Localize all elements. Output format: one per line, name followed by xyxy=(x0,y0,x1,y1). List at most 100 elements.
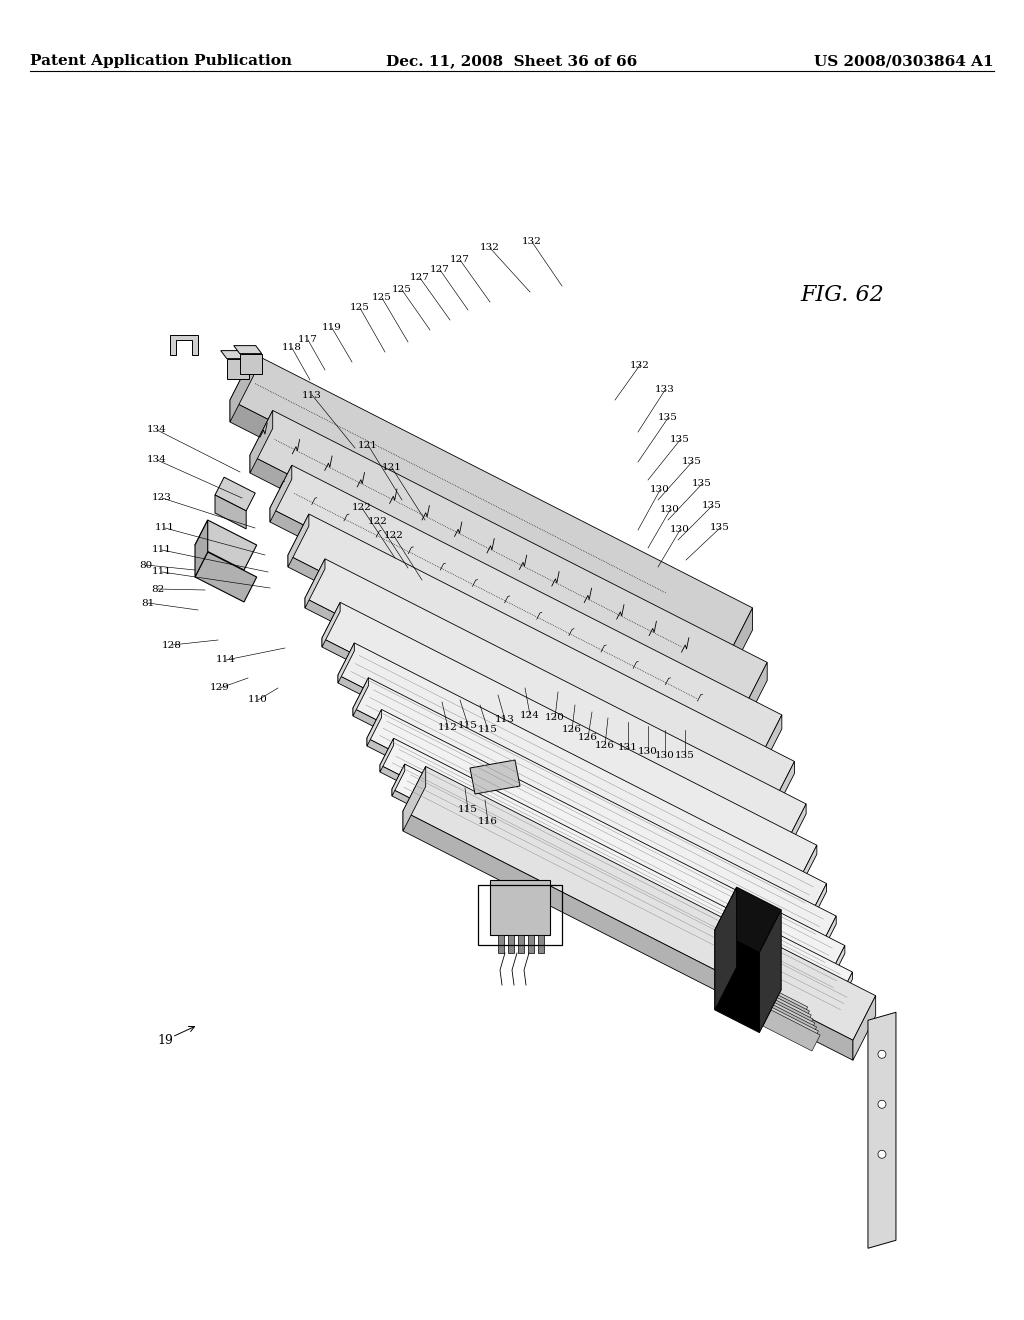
Text: 119: 119 xyxy=(323,323,342,333)
Circle shape xyxy=(878,1051,886,1059)
Text: 131: 131 xyxy=(618,743,638,752)
Polygon shape xyxy=(392,764,404,796)
Polygon shape xyxy=(760,715,782,772)
Polygon shape xyxy=(226,359,249,379)
Polygon shape xyxy=(322,602,817,880)
Polygon shape xyxy=(270,465,292,521)
Text: 130: 130 xyxy=(650,486,670,495)
Text: 125: 125 xyxy=(392,285,412,294)
Polygon shape xyxy=(773,762,795,814)
Text: 130: 130 xyxy=(638,747,658,756)
Text: 130: 130 xyxy=(655,751,675,760)
Polygon shape xyxy=(338,643,354,682)
Polygon shape xyxy=(528,935,534,953)
Text: 122: 122 xyxy=(384,532,403,540)
Polygon shape xyxy=(518,935,524,953)
Text: 114: 114 xyxy=(216,656,236,664)
Polygon shape xyxy=(230,354,254,422)
Text: 132: 132 xyxy=(480,243,500,252)
Polygon shape xyxy=(215,495,246,529)
Text: 19: 19 xyxy=(157,1034,173,1047)
Text: 111: 111 xyxy=(152,545,172,554)
Polygon shape xyxy=(230,354,753,655)
Polygon shape xyxy=(250,411,767,708)
Text: 113: 113 xyxy=(302,391,322,400)
Text: 115: 115 xyxy=(458,805,478,814)
Text: 112: 112 xyxy=(438,723,458,733)
Polygon shape xyxy=(760,1002,816,1043)
Polygon shape xyxy=(195,520,208,577)
Text: 122: 122 xyxy=(368,517,388,527)
Polygon shape xyxy=(729,609,753,676)
Text: 82: 82 xyxy=(152,585,165,594)
Polygon shape xyxy=(498,935,504,953)
Circle shape xyxy=(878,1101,886,1109)
Text: 113: 113 xyxy=(495,715,515,725)
Text: 130: 130 xyxy=(670,525,690,535)
Text: 115: 115 xyxy=(478,726,498,734)
Polygon shape xyxy=(403,810,853,1060)
Polygon shape xyxy=(403,767,876,1040)
Text: 135: 135 xyxy=(692,479,712,488)
Text: 111: 111 xyxy=(152,568,172,577)
Text: 127: 127 xyxy=(410,273,430,282)
Text: 135: 135 xyxy=(670,436,690,445)
Polygon shape xyxy=(322,602,340,647)
Polygon shape xyxy=(392,764,859,1020)
Polygon shape xyxy=(786,804,806,853)
Polygon shape xyxy=(305,558,325,609)
Polygon shape xyxy=(288,513,309,568)
Text: 126: 126 xyxy=(579,734,598,742)
Polygon shape xyxy=(353,708,821,954)
Polygon shape xyxy=(380,738,393,772)
Polygon shape xyxy=(270,508,760,772)
Polygon shape xyxy=(322,638,799,890)
Text: 133: 133 xyxy=(655,385,675,395)
Text: 135: 135 xyxy=(682,458,701,466)
Polygon shape xyxy=(367,709,382,746)
Text: 127: 127 xyxy=(430,265,450,275)
Text: 135: 135 xyxy=(675,751,695,759)
Text: Patent Application Publication: Patent Application Publication xyxy=(30,54,292,69)
Polygon shape xyxy=(868,1012,896,1249)
Polygon shape xyxy=(240,354,262,374)
Text: 128: 128 xyxy=(162,640,182,649)
Text: 110: 110 xyxy=(248,696,268,705)
Polygon shape xyxy=(508,935,514,953)
Polygon shape xyxy=(810,883,826,924)
Text: 80: 80 xyxy=(139,561,153,569)
Polygon shape xyxy=(233,346,262,354)
Text: 127: 127 xyxy=(451,256,470,264)
Polygon shape xyxy=(799,845,817,890)
Text: 134: 134 xyxy=(147,425,167,434)
Polygon shape xyxy=(760,909,781,1032)
Polygon shape xyxy=(270,465,782,758)
Polygon shape xyxy=(353,677,837,946)
Polygon shape xyxy=(751,982,808,1023)
Polygon shape xyxy=(338,675,810,924)
Polygon shape xyxy=(403,767,426,832)
Text: FIG. 62: FIG. 62 xyxy=(800,284,884,306)
Text: 135: 135 xyxy=(702,502,722,511)
Polygon shape xyxy=(380,738,853,999)
Polygon shape xyxy=(744,663,767,725)
Polygon shape xyxy=(170,335,198,355)
Text: 122: 122 xyxy=(352,503,372,512)
Text: 132: 132 xyxy=(522,238,542,247)
Text: 120: 120 xyxy=(545,714,565,722)
Polygon shape xyxy=(380,766,839,1006)
Polygon shape xyxy=(221,351,249,359)
Text: 123: 123 xyxy=(152,494,172,503)
Text: 134: 134 xyxy=(147,455,167,465)
Polygon shape xyxy=(195,520,257,570)
Polygon shape xyxy=(250,455,744,725)
Polygon shape xyxy=(821,916,837,954)
Polygon shape xyxy=(288,554,773,814)
Polygon shape xyxy=(830,945,845,982)
Polygon shape xyxy=(195,552,257,602)
Polygon shape xyxy=(754,990,811,1031)
Polygon shape xyxy=(338,643,826,916)
Text: 121: 121 xyxy=(358,441,378,450)
Text: 132: 132 xyxy=(630,360,650,370)
Polygon shape xyxy=(305,558,806,843)
